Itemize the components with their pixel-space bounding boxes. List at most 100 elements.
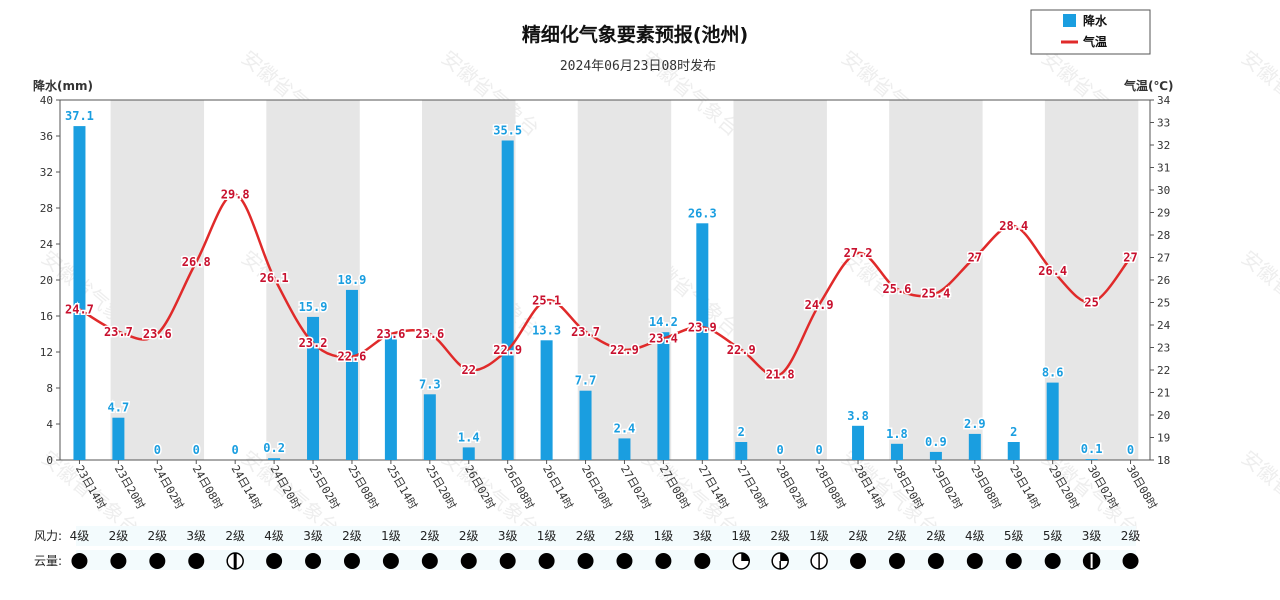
- legend-precip-label: 降水: [1083, 13, 1108, 28]
- temp-value-label: 23.6: [143, 327, 172, 341]
- cloud-row-label: 云量:: [34, 554, 62, 568]
- cloud-full-icon: [888, 553, 905, 569]
- cloud-cover-icon: [421, 553, 438, 569]
- precip-value-label: 3.8: [847, 409, 869, 423]
- x-tick-label: 27日20时: [735, 463, 771, 512]
- temp-value-label: 22: [462, 363, 476, 377]
- temp-value-label: 23.7: [571, 325, 600, 339]
- temp-value-label: 22.6: [338, 350, 367, 364]
- temp-value-label: 25.1: [532, 293, 561, 307]
- precip-value-label: 2: [1010, 425, 1017, 439]
- cloud-full-icon: [966, 553, 983, 569]
- cloud-full-icon: [71, 553, 88, 569]
- temp-value-label: 24.7: [65, 302, 94, 316]
- precip-value-label: 8.6: [1042, 366, 1064, 380]
- legend-box: [1030, 9, 1151, 55]
- cloud-full-icon: [1005, 553, 1022, 569]
- temp-value-label: 22.9: [727, 343, 756, 357]
- legend: 降水 气温: [1030, 9, 1151, 55]
- y-right-tick-label: 29: [1157, 207, 1170, 220]
- cloud-full-icon: [577, 553, 594, 569]
- cloud-full-icon: [343, 553, 360, 569]
- x-tick-label: 24日08时: [190, 463, 226, 512]
- y-right-tick-label: 19: [1157, 432, 1170, 445]
- night-band: [889, 100, 983, 460]
- cloud-full-icon: [850, 553, 867, 569]
- temp-value-label: 28.4: [999, 219, 1028, 233]
- wind-level: 1级: [381, 529, 401, 543]
- y-right-tick-label: 20: [1157, 409, 1170, 422]
- temp-value-label: 29.8: [221, 188, 250, 202]
- cloud-full-icon: [1122, 553, 1139, 569]
- cloud-fill-icon: [741, 553, 750, 561]
- precip-bar: [1085, 459, 1098, 460]
- temp-value-label: 23.4: [649, 332, 678, 346]
- wind-level: 3级: [693, 529, 713, 543]
- wind-level: 4级: [264, 529, 284, 543]
- x-tick-label: 25日08时: [345, 463, 381, 512]
- wind-level: 4级: [70, 529, 90, 543]
- temp-value-label: 26.4: [1038, 264, 1067, 278]
- wind-level: 2级: [576, 529, 596, 543]
- precip-value-label: 14.2: [649, 315, 678, 329]
- wind-level: 2级: [770, 529, 790, 543]
- wind-level: 2级: [109, 529, 129, 543]
- temp-curve: [78, 193, 1132, 378]
- y-left-label: 降水(mm): [33, 78, 93, 93]
- x-tick-label: 26日14时: [540, 463, 576, 512]
- cloud-row-bg: [76, 550, 1136, 570]
- precip-bar: [852, 425, 865, 460]
- y-right-tick-label: 32: [1157, 139, 1170, 152]
- precip-bar: [618, 438, 631, 460]
- temp-value-label: 23.9: [688, 320, 717, 334]
- wind-level: 2级: [887, 529, 907, 543]
- precip-bar: [307, 316, 320, 460]
- precip-bar: [268, 458, 281, 460]
- x-tick-label: 24日02时: [151, 463, 187, 512]
- precip-bar: [112, 417, 125, 460]
- x-tick-label: 29日02时: [929, 463, 965, 512]
- cloud-cover-icon: [927, 553, 944, 569]
- precip-bar: [540, 340, 553, 460]
- cloud-cover-icon: [1005, 553, 1022, 569]
- y-right-tick-label: 27: [1157, 252, 1170, 265]
- cloud-cover-icon: [1044, 553, 1061, 569]
- wind-level: 1级: [654, 529, 674, 543]
- cloud-gap-icon: [1090, 554, 1093, 568]
- axes: 0481216202428323640181920212223242526272…: [40, 94, 1171, 467]
- temp-value-label: 27.2: [844, 246, 873, 260]
- y-left-tick-label: 24: [40, 238, 54, 251]
- precip-bar: [735, 442, 748, 460]
- y-right-tick-label: 22: [1157, 364, 1170, 377]
- wind-level: 2级: [459, 529, 479, 543]
- precip-value-label: 18.9: [338, 273, 367, 287]
- temp-value-label: 27: [1123, 251, 1137, 265]
- y-left-tick-label: 4: [46, 418, 53, 431]
- x-tick-label: 26日20时: [579, 463, 615, 512]
- y-left-tick-label: 20: [40, 274, 53, 287]
- cloud-full-icon: [382, 553, 399, 569]
- precip-bar: [890, 443, 903, 460]
- precip-value-label: 0: [777, 443, 784, 457]
- x-tick-labels: 23日14时 23日20时 24日02时 24日08时 24日14时 24日20时 25日0…: [73, 460, 1159, 512]
- cloud-fill-icon: [780, 553, 789, 561]
- wind-row-bg: [76, 526, 1136, 546]
- cloud-full-icon: [927, 553, 944, 569]
- y-left-tick-label: 40: [40, 94, 53, 107]
- cloud-full-icon: [538, 553, 555, 569]
- cloud-cover-icon: [694, 553, 711, 569]
- y-right-tick-label: 26: [1157, 274, 1170, 287]
- cloud-cover-icon: [110, 553, 127, 569]
- cloud-cover-icon: [1082, 552, 1101, 570]
- cloud-cover-icon: [1122, 553, 1139, 569]
- precip-bar: [579, 390, 592, 460]
- cloud-full-icon: [616, 553, 633, 569]
- x-tick-label: 29日14时: [1007, 463, 1043, 512]
- cloud-full-icon: [266, 553, 283, 569]
- y-right-tick-label: 28: [1157, 229, 1170, 242]
- wind-level: 2级: [420, 529, 440, 543]
- y-left-tick-label: 8: [46, 382, 53, 395]
- precip-bars: [73, 126, 1098, 460]
- precip-bar: [73, 126, 86, 460]
